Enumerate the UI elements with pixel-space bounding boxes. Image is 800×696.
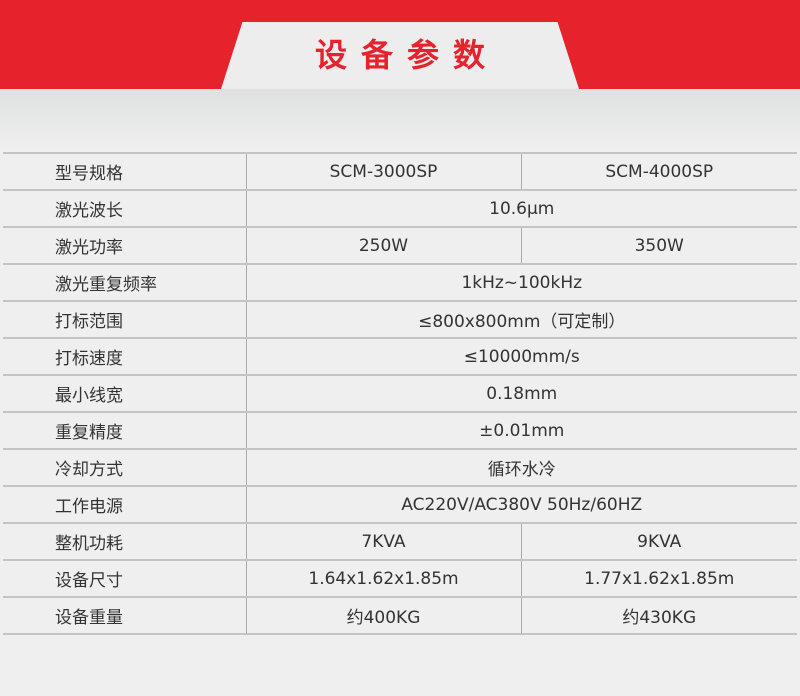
row-label: 型号规格	[3, 152, 247, 191]
row-value: AC220V/AC380V 50Hz/60HZ	[246, 485, 797, 524]
table-row: 设备重量 约400KG 约430KG	[3, 596, 797, 635]
table-row: 激光功率 250W 350W	[3, 226, 797, 265]
row-label: 整机功耗	[3, 522, 247, 561]
table-row: 工作电源 AC220V/AC380V 50Hz/60HZ	[3, 485, 797, 524]
row-label: 设备尺寸	[3, 559, 247, 598]
table-row: 型号规格 SCM-3000SP SCM-4000SP	[3, 152, 797, 191]
row-value: ≤10000mm/s	[246, 337, 797, 376]
row-label: 设备重量	[3, 596, 247, 635]
row-value: 7KVA	[246, 522, 522, 561]
row-value: 循环水冷	[246, 448, 797, 487]
table-row: 打标速度 ≤10000mm/s	[3, 337, 797, 376]
row-value: SCM-3000SP	[246, 152, 522, 191]
table-row: 冷却方式 循环水冷	[3, 448, 797, 487]
row-label: 最小线宽	[3, 374, 247, 413]
row-value: 1kHz~100kHz	[246, 263, 797, 302]
table-row: 激光波长 10.6μm	[3, 189, 797, 228]
row-value: 250W	[246, 226, 522, 265]
row-value: 0.18mm	[246, 374, 797, 413]
row-value: 9KVA	[521, 522, 797, 561]
table-row: 整机功耗 7KVA 9KVA	[3, 522, 797, 561]
table-row: 设备尺寸 1.64x1.62x1.85m 1.77x1.62x1.85m	[3, 559, 797, 598]
table-row: 重复精度 ±0.01mm	[3, 411, 797, 450]
title-tab	[221, 22, 579, 89]
row-value: 1.77x1.62x1.85m	[521, 559, 797, 598]
row-label: 激光重复频率	[3, 263, 247, 302]
row-label: 冷却方式	[3, 448, 247, 487]
row-value: SCM-4000SP	[521, 152, 797, 191]
table-row: 打标范围 ≤800x800mm（可定制）	[3, 300, 797, 339]
row-value: 350W	[521, 226, 797, 265]
row-value: ±0.01mm	[246, 411, 797, 450]
row-label: 打标速度	[3, 337, 247, 376]
table-row: 最小线宽 0.18mm	[3, 374, 797, 413]
row-value: ≤800x800mm（可定制）	[246, 300, 797, 339]
row-label: 工作电源	[3, 485, 247, 524]
page-title: 设备参数	[314, 36, 499, 74]
row-label: 打标范围	[3, 300, 247, 339]
row-label: 激光功率	[3, 226, 247, 265]
row-label: 重复精度	[3, 411, 247, 450]
table-row: 激光重复频率 1kHz~100kHz	[3, 263, 797, 302]
row-value: 10.6μm	[246, 189, 797, 228]
row-value: 1.64x1.62x1.85m	[246, 559, 522, 598]
spec-table: 型号规格 SCM-3000SP SCM-4000SP 激光波长 10.6μm 激光功率 25…	[3, 152, 797, 635]
row-label: 激光波长	[3, 189, 247, 228]
row-value: 约400KG	[246, 596, 522, 635]
header-shadow	[0, 89, 800, 149]
row-value: 约430KG	[521, 596, 797, 635]
